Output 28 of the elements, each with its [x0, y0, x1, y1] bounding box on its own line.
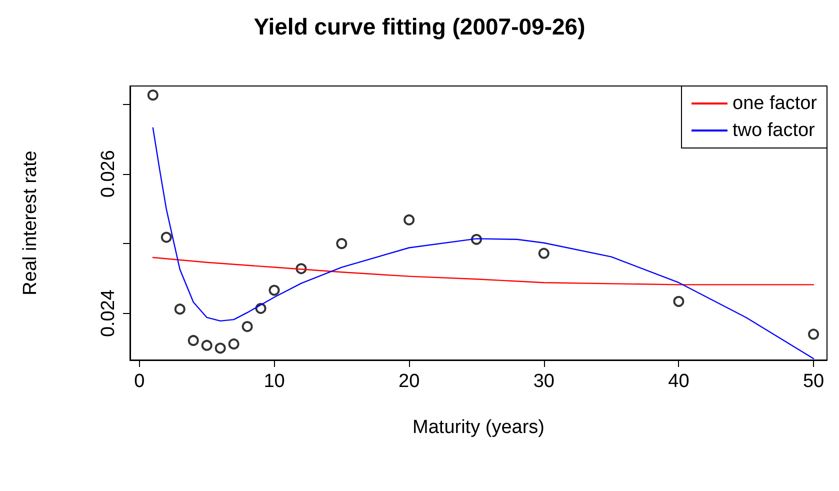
point — [538, 248, 550, 259]
point — [673, 296, 684, 307]
y-tick-label: 0.026 — [98, 150, 119, 198]
point — [336, 238, 348, 250]
point — [268, 284, 280, 296]
point — [214, 342, 226, 354]
point — [201, 340, 212, 351]
x-tick-label: 40 — [668, 371, 690, 392]
legend-label: one factor — [732, 93, 818, 114]
point — [188, 334, 199, 346]
y-tick-label: 0.024 — [98, 289, 119, 338]
point — [228, 338, 240, 350]
x-tick-label: 10 — [264, 371, 285, 392]
point — [174, 304, 186, 315]
x-axis-title: Maturity (years) — [412, 417, 544, 438]
chart-title: Yield curve fitting (2007-09-26) — [254, 14, 586, 40]
point — [808, 328, 820, 340]
point — [160, 232, 172, 243]
y-axis-title: Real interest rate — [20, 150, 41, 296]
point — [404, 214, 415, 226]
x-tick-label: 30 — [533, 371, 554, 392]
legend-label: two factor — [732, 120, 816, 141]
point — [242, 321, 253, 332]
x-tick-label: 20 — [398, 371, 420, 392]
x-tick-label: 0 — [134, 371, 145, 392]
line-series — [152, 256, 814, 286]
x-tick-label: 50 — [802, 371, 824, 392]
point — [147, 90, 158, 101]
